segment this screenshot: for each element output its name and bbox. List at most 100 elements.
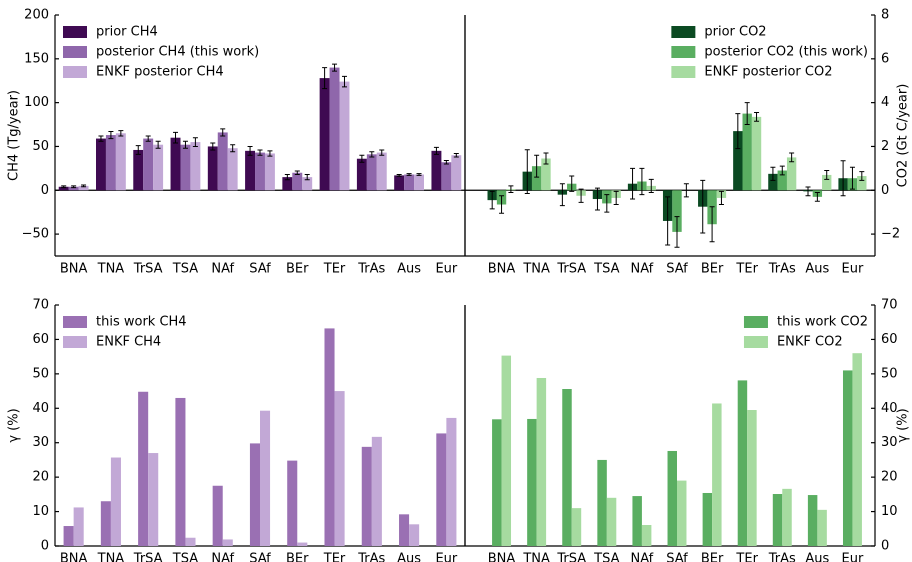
error-bar — [359, 154, 365, 163]
y-tick-label: 4 — [881, 95, 889, 110]
x-tick-label: TSA — [172, 552, 198, 562]
legend-swatch — [743, 316, 768, 328]
y-tick-label: 0 — [41, 539, 49, 554]
bar — [175, 397, 186, 546]
bar — [73, 507, 84, 546]
error-bar — [683, 183, 689, 198]
bar — [747, 410, 757, 546]
x-tick-label: Eur — [842, 552, 864, 562]
error-bar — [779, 165, 785, 176]
error-bar — [416, 173, 422, 176]
x-tick-label: TrAs — [357, 262, 385, 277]
error-bar — [499, 195, 505, 214]
x-tick-label: Eur — [435, 262, 457, 277]
error-bar — [744, 102, 750, 126]
legend-label: this work CO2 — [777, 315, 868, 330]
y-tick-label: 20 — [32, 470, 49, 485]
bar — [409, 524, 420, 546]
y-tick-label: 100 — [24, 95, 49, 110]
legend-label: ENKF CH4 — [96, 335, 161, 350]
x-tick-label: TrSA — [556, 262, 586, 277]
x-tick-label: TNA — [522, 552, 550, 562]
bar — [180, 144, 191, 191]
error-bar — [135, 145, 141, 155]
x-tick-label: TrAs — [357, 552, 385, 562]
error-bar — [322, 67, 328, 90]
bar — [672, 190, 682, 232]
error-bar — [524, 149, 530, 195]
error-bar — [182, 140, 188, 149]
error-bar — [489, 190, 495, 210]
x-tick-label: TSA — [593, 552, 619, 562]
y-tick-label: 0 — [881, 539, 889, 554]
x-tick-label: TNA — [97, 262, 125, 277]
bar — [249, 443, 260, 546]
x-tick-label: TrSA — [133, 552, 163, 562]
bar — [207, 146, 218, 191]
bar — [431, 150, 442, 191]
bar — [287, 460, 298, 546]
legend-label: ENKF posterior CO2 — [704, 65, 832, 80]
x-tick-label: NAf — [211, 552, 234, 562]
legend-swatch — [671, 26, 696, 38]
legend-swatch — [63, 26, 87, 38]
x-tick-label: TrAs — [768, 262, 796, 277]
bar — [245, 150, 256, 191]
error-bar — [61, 185, 67, 189]
error-bar — [247, 145, 253, 156]
x-tick-label: SAf — [249, 262, 271, 277]
bar — [361, 446, 372, 546]
bar — [356, 158, 367, 191]
y-tick-label: 60 — [32, 332, 49, 347]
bar — [148, 453, 159, 546]
bar — [138, 391, 149, 546]
bar — [446, 417, 457, 546]
error-bar — [814, 191, 820, 202]
legend-swatch — [63, 66, 87, 78]
bar — [441, 162, 452, 191]
error-bar — [220, 128, 226, 137]
bar — [404, 174, 415, 191]
legend-swatch — [743, 336, 768, 348]
y-tick-label: 8 — [881, 8, 889, 23]
x-tick-label: BEr — [701, 262, 724, 277]
bar — [562, 389, 572, 546]
x-tick-label: TEr — [323, 262, 346, 277]
bar — [170, 137, 181, 191]
y-tick-label: 40 — [32, 401, 49, 416]
bar — [852, 353, 862, 546]
bar — [339, 81, 350, 191]
error-bar — [98, 135, 104, 142]
bar — [842, 370, 853, 546]
legend-label: prior CH4 — [96, 25, 158, 40]
y-tick-label: 70 — [881, 298, 898, 313]
bar — [110, 457, 121, 546]
legend-label: posterior CH4 (this work) — [96, 45, 259, 60]
error-bar — [665, 196, 671, 246]
x-tick-label: SAf — [666, 552, 688, 562]
x-tick-label: BNA — [488, 262, 516, 277]
error-bar — [578, 188, 584, 203]
bar — [436, 433, 447, 546]
bar — [63, 526, 74, 546]
bar — [822, 174, 832, 191]
bar — [319, 78, 330, 191]
error-bar — [453, 152, 459, 158]
bar — [742, 113, 752, 191]
bar — [292, 172, 303, 191]
error-bar — [155, 140, 161, 149]
y-tick-label: 30 — [32, 435, 49, 450]
error-bar — [805, 186, 811, 197]
bar — [334, 391, 345, 546]
y-tick-label: −2 — [881, 227, 900, 242]
error-bar — [613, 190, 619, 206]
bar — [751, 116, 762, 191]
x-tick-label: TNA — [97, 552, 125, 562]
bar — [143, 138, 154, 191]
bar — [451, 155, 462, 191]
error-bar — [257, 149, 263, 156]
bar — [190, 142, 201, 191]
bar — [768, 173, 778, 191]
y-tick-label: 10 — [32, 504, 49, 519]
